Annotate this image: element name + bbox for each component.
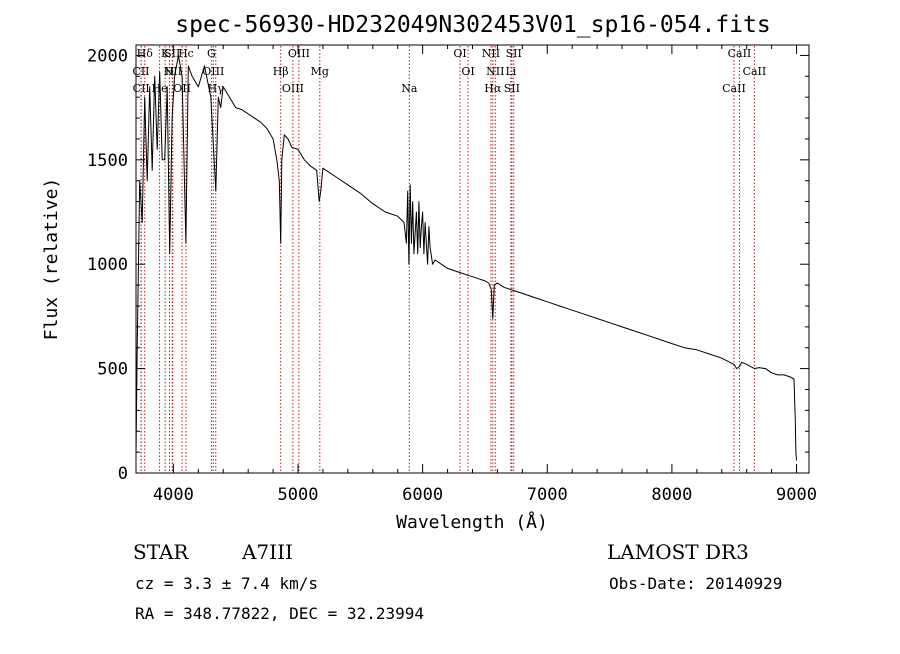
observation-date: Obs-Date: 20140929	[609, 574, 782, 593]
plot-frame	[135, 44, 810, 474]
line-label: OI	[453, 47, 466, 60]
line-label: CII	[133, 82, 150, 95]
line-label: NII	[486, 65, 504, 78]
object-type: STAR	[133, 540, 189, 564]
survey-name: LAMOST DR3	[607, 540, 749, 564]
line-label: NII	[164, 65, 182, 78]
line-label: K	[161, 47, 170, 60]
y-tick-label: 1000	[87, 255, 128, 275]
emission-line-labels: HδCIICIIKHHeSIINIIOIIHcOIIIHγGHβOIIIOIII…	[132, 47, 766, 95]
emission-line-markers	[140, 46, 755, 472]
y-tick-label: 0	[118, 464, 128, 484]
redshift-cz: cz = 3.3 ± 7.4 km/s	[135, 574, 318, 593]
line-label: Hδ	[137, 47, 154, 60]
line-label: OI	[461, 65, 474, 78]
x-tick-label: 9000	[776, 485, 817, 505]
line-label: SII	[506, 47, 522, 60]
line-label: OIII	[202, 65, 224, 78]
y-axis-label: Flux (relative)	[41, 178, 62, 341]
x-tick-label: 8000	[651, 485, 692, 505]
x-axis-label: Wavelength (Å)	[396, 511, 548, 533]
line-label: G	[207, 47, 216, 60]
y-tick-label: 500	[97, 360, 128, 380]
line-label: H	[165, 65, 175, 78]
line-label: Mg	[311, 65, 329, 78]
line-label: Hα	[484, 82, 502, 95]
x-tick-label: 4000	[153, 485, 194, 505]
line-label: Li	[505, 65, 516, 78]
x-axis-ticks: 4000 5000 6000 7000 8000 9000	[153, 45, 817, 505]
line-label: CaII	[722, 82, 746, 95]
line-label: SII	[164, 47, 180, 60]
x-tick-label: 5000	[278, 485, 319, 505]
y-axis-ticks: 0 500 1000 1500 2000	[87, 46, 809, 484]
line-label: SII	[504, 82, 520, 95]
line-label: Na	[401, 82, 418, 95]
line-label: NII	[482, 47, 500, 60]
line-label: Hγ	[208, 82, 225, 95]
line-label: CII	[132, 65, 149, 78]
chart-title: spec-56930-HD232049N302453V01_sp16-054.f…	[175, 12, 770, 38]
spectrum-line	[135, 54, 797, 461]
object-subclass: A7III	[241, 540, 293, 564]
line-label: CaII	[728, 47, 752, 60]
sky-coordinates: RA = 348.77822, DEC = 32.23994	[135, 604, 424, 623]
line-label: OIII	[282, 82, 304, 95]
line-label: Hβ	[273, 65, 289, 78]
x-tick-label: 7000	[527, 485, 568, 505]
line-label: Hc	[178, 47, 194, 60]
x-tick-label: 6000	[402, 485, 443, 505]
y-tick-label: 2000	[87, 46, 128, 66]
y-tick-label: 1500	[87, 151, 128, 171]
spectrum-series	[135, 54, 797, 461]
line-label: OIII	[288, 47, 310, 60]
line-label: CaII	[743, 65, 767, 78]
